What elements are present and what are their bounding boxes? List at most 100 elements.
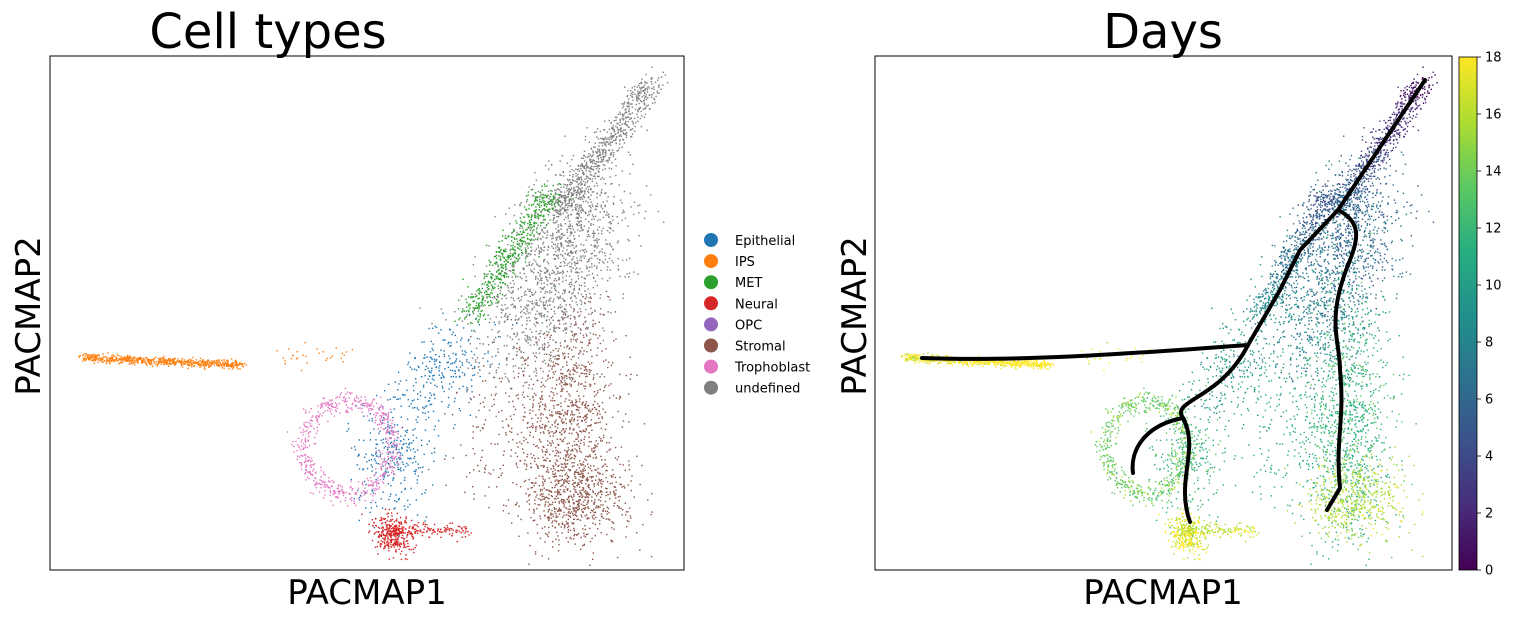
scatter-point: [459, 366, 462, 369]
scatter-point: [609, 299, 611, 301]
scatter-point: [576, 272, 578, 274]
scatter-point: [375, 443, 377, 445]
scatter-point: [471, 357, 474, 359]
scatter-point: [523, 206, 526, 208]
scatter-point: [573, 502, 575, 504]
scatter-point: [567, 252, 569, 255]
scatter-point: [565, 195, 567, 197]
scatter-point: [622, 297, 624, 299]
scatter-point: [543, 353, 546, 355]
scatter-point: [487, 282, 489, 284]
scatter-point: [549, 365, 552, 367]
scatter-point: [383, 476, 386, 478]
scatter-point: [595, 245, 597, 247]
scatter-point: [567, 202, 569, 205]
scatter-point: [600, 269, 602, 272]
scatter-point: [577, 433, 579, 435]
scatter-point: [586, 351, 588, 353]
scatter-point: [547, 511, 549, 513]
scatter-point: [576, 338, 578, 340]
scatter-point: [555, 411, 557, 413]
scatter-point: [473, 396, 475, 398]
scatter-point: [566, 241, 569, 244]
scatter-point: [602, 261, 604, 263]
scatter-point: [543, 314, 546, 316]
scatter-point: [577, 229, 579, 231]
scatter-point: [577, 357, 580, 359]
scatter-point: [447, 361, 450, 363]
scatter-point: [567, 449, 570, 451]
cell-types-panel: Cell types PACMAP1 PACMAP2 EpithelialIPS…: [9, 4, 810, 613]
scatter-point: [356, 464, 358, 466]
scatter-point: [542, 243, 544, 245]
scatter-point: [573, 381, 576, 383]
scatter-point: [467, 340, 470, 342]
scatter-point: [498, 476, 500, 479]
scatter-point: [525, 438, 527, 440]
scatter-point: [538, 485, 540, 487]
scatter-point: [573, 295, 576, 297]
scatter-point: [520, 306, 522, 308]
scatter-point: [572, 258, 574, 260]
scatter-point: [529, 290, 531, 293]
scatter-point: [635, 103, 637, 106]
scatter-point: [634, 93, 636, 95]
scatter-point: [548, 353, 551, 356]
scatter-point: [578, 508, 580, 510]
scatter-point: [598, 262, 600, 264]
scatter-point: [576, 416, 579, 418]
scatter-point: [578, 375, 581, 377]
scatter-point: [571, 251, 573, 253]
scatter-point: [529, 434, 531, 436]
scatter-point: [592, 491, 594, 493]
scatter-point: [589, 198, 591, 201]
scatter-point: [610, 138, 613, 140]
scatter-point: [500, 272, 502, 274]
scatter-point: [518, 535, 520, 537]
scatter-point: [562, 422, 564, 424]
scatter-point: [557, 307, 559, 309]
scatter-point: [619, 111, 621, 113]
scatter-point: [430, 371, 432, 374]
scatter-point: [546, 451, 548, 453]
scatter-point: [458, 299, 460, 301]
scatter-point: [423, 453, 425, 456]
scatter-point: [587, 485, 589, 488]
scatter-point: [608, 442, 610, 444]
scatter-point: [546, 326, 548, 328]
scatter-point: [611, 331, 613, 333]
scatter-point: [589, 296, 592, 298]
scatter-point: [520, 431, 523, 434]
scatter-point: [629, 129, 632, 131]
scatter-point: [397, 430, 399, 433]
scatter-point: [573, 364, 575, 366]
scatter-point: [411, 400, 413, 402]
scatter-point: [563, 514, 565, 517]
scatter-point: [588, 339, 590, 341]
scatter-point: [580, 464, 583, 466]
scatter-point: [505, 358, 508, 360]
scatter-point: [552, 219, 554, 221]
scatter-point: [512, 290, 514, 292]
scatter-point: [563, 208, 566, 210]
scatter-point: [561, 440, 563, 442]
scatter-point: [479, 369, 481, 371]
scatter-point: [382, 465, 384, 467]
scatter-point: [520, 212, 523, 215]
scatter-point: [562, 500, 564, 502]
scatter-point: [561, 475, 563, 477]
scatter-point: [511, 232, 513, 234]
scatter-point: [524, 411, 526, 414]
scatter-point: [564, 314, 567, 316]
scatter-point: [542, 481, 544, 483]
scatter-point: [563, 421, 565, 423]
scatter-point: [452, 427, 455, 430]
scatter-point: [612, 248, 614, 250]
scatter-point: [396, 458, 398, 460]
scatter-point: [490, 473, 492, 475]
scatter-point: [544, 426, 546, 428]
scatter-point: [560, 498, 563, 501]
scatter-point: [610, 144, 612, 146]
scatter-point: [606, 141, 608, 143]
scatter-point: [582, 464, 585, 466]
